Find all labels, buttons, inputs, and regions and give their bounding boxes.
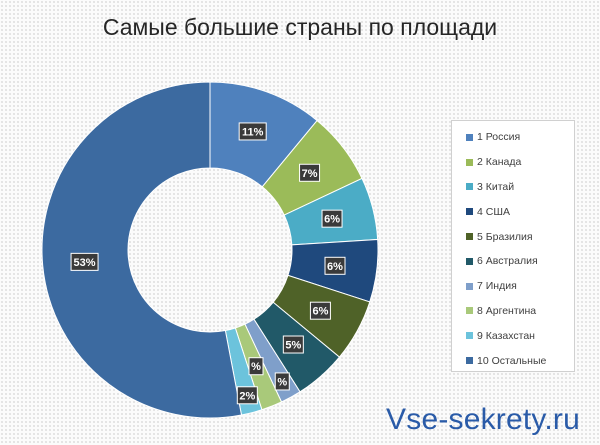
legend-item-kazakhstan: 9 Казахстан [466,323,574,348]
data-label-china: 6% [321,209,343,228]
data-label-kazakhstan: 2% [236,386,258,405]
legend-label: 10 Остальные [477,354,547,367]
legend-label: 4 США [477,205,510,218]
legend-swatch [466,133,473,141]
data-label-brazil: 6% [309,301,331,320]
svg-text:7%: 7% [302,168,318,180]
data-label-australia: 5% [282,335,304,354]
svg-text:%: % [251,361,261,373]
chart-title: Самые большие страны по площади [102,14,498,40]
data-label-usa: 6% [324,256,346,275]
data-label-argentina: % [248,357,264,376]
legend-item-australia: 6 Австралия [466,249,574,274]
legend-label: 3 Китай [477,180,515,193]
chart-legend: 1 Россия 2 Канада 3 Китай 4 США 5 Бразилия 6 … [451,120,575,372]
legend-item-china: 3 Китай [466,175,574,200]
svg-text:11%: 11% [242,126,264,138]
legend-item-russia: 1 Россия [466,125,574,150]
data-label-india: % [274,372,290,391]
legend-item-usa: 4 США [466,199,574,224]
legend-swatch [466,332,473,340]
legend-label: 1 Россия [477,131,521,144]
legend-item-others: 10 Остальные [466,348,574,373]
slice-others [41,81,243,419]
svg-text:6%: 6% [324,214,340,226]
legend-label: 9 Казахстан [477,329,535,342]
legend-swatch [466,357,473,365]
legend-swatch [466,257,473,265]
legend-item-brazil: 5 Бразилия [466,224,574,249]
legend-swatch [466,183,473,191]
svg-text:5%: 5% [285,340,301,352]
data-label-russia: 11% [238,122,267,141]
data-label-others: 53% [70,252,99,271]
legend-label: 2 Канада [477,156,522,169]
legend-label: 8 Аргентина [477,304,537,317]
svg-text:6%: 6% [312,306,328,318]
legend-label: 5 Бразилия [477,230,533,243]
legend-swatch [466,282,473,290]
legend-swatch [466,233,473,241]
legend-label: 6 Австралия [477,255,538,268]
data-label-canada: 7% [299,163,321,182]
legend-label: 7 Индия [477,280,517,293]
svg-text:6%: 6% [327,261,343,273]
legend-item-canada: 2 Канада [466,150,574,175]
legend-item-argentina: 8 Аргентина [466,299,574,324]
legend-swatch [466,208,473,216]
legend-swatch [466,158,473,166]
site-watermark: Vse-sekrety.ru [386,403,580,436]
svg-text:53%: 53% [74,257,96,269]
svg-text:2%: 2% [239,390,255,402]
legend-swatch [466,307,473,315]
svg-text:%: % [277,376,287,388]
legend-item-india: 7 Индия [466,274,574,299]
